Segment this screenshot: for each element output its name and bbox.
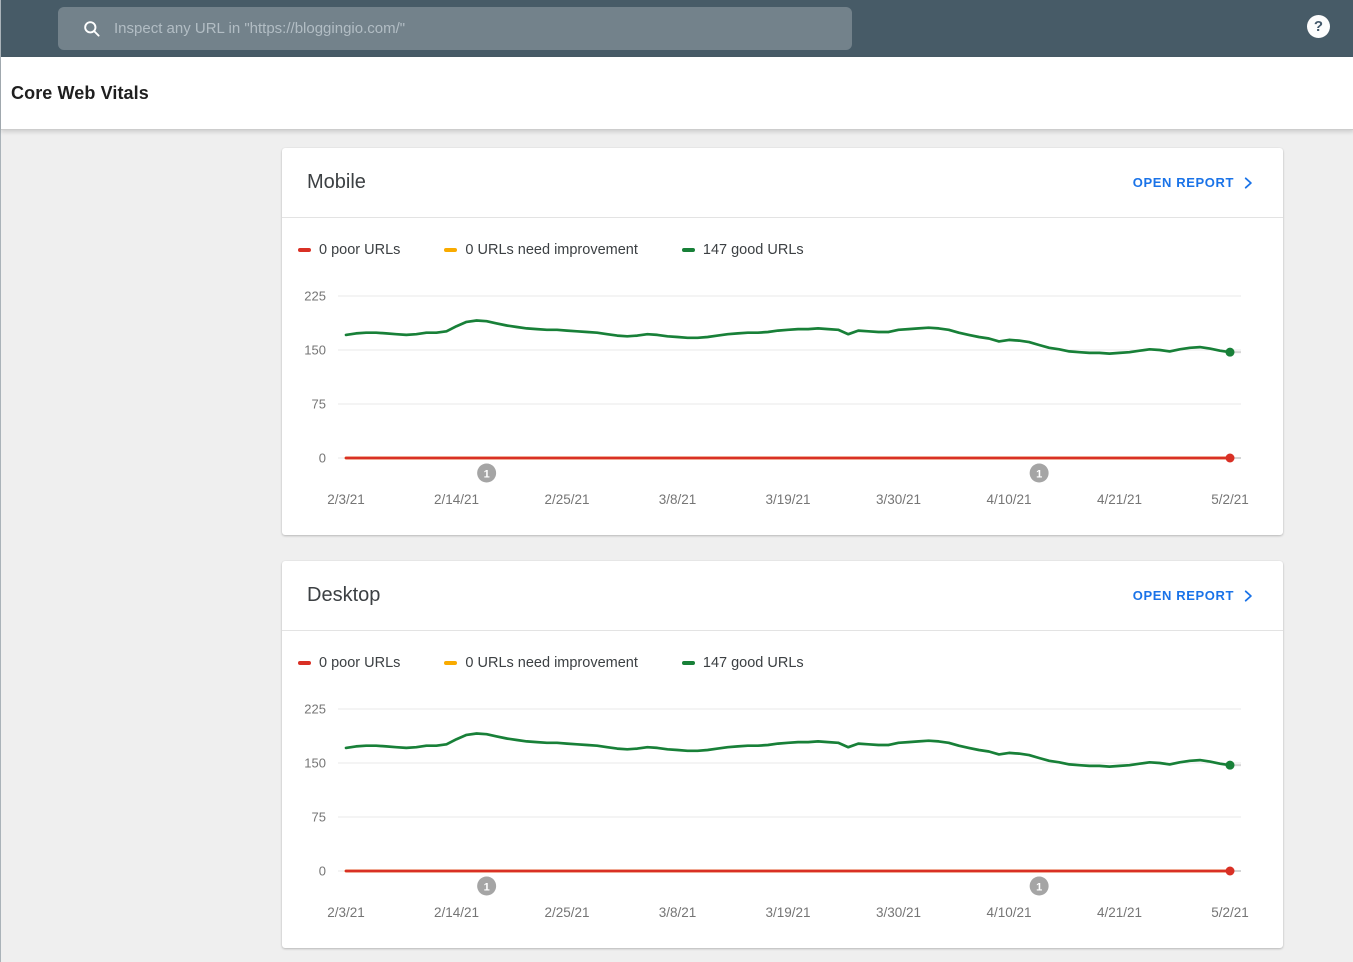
chart-legend-mobile: 0 poor URLs 0 URLs need improvement 147 … [298,236,848,264]
svg-text:0: 0 [319,451,326,466]
desktop-card-header: Desktop OPEN REPORT [282,561,1283,631]
svg-text:1: 1 [484,882,490,894]
poor-series-dash-icon [298,661,311,665]
svg-text:1: 1 [1036,882,1042,894]
legend-label: 147 good URLs [702,655,804,671]
poor-series-dash-icon [298,248,311,252]
help-button[interactable]: ? [1307,15,1330,38]
search-icon [82,19,101,38]
svg-text:75: 75 [312,810,326,825]
svg-text:1: 1 [484,469,490,481]
chevron-right-icon [1244,589,1252,602]
svg-text:4/21/21: 4/21/21 [1097,905,1142,920]
desktop-report-card: Desktop OPEN REPORT 0 poor URLs 0 URLs n… [282,561,1283,948]
svg-text:4/10/21: 4/10/21 [986,492,1031,507]
svg-text:3/30/21: 3/30/21 [876,492,921,507]
svg-text:2/3/21: 2/3/21 [327,905,365,920]
legend-item-need-improvement[interactable]: 0 URLs need improvement [444,242,638,258]
svg-text:3/8/21: 3/8/21 [659,905,697,920]
legend-label: 0 URLs need improvement [465,242,638,258]
core-web-vitals-chart-desktop[interactable]: 0 75 150 225 2/3/21 2/14/21 2/25/21 3/8/21 3/19/… [282,691,1282,931]
svg-text:2/14/21: 2/14/21 [434,492,479,507]
svg-text:3/30/21: 3/30/21 [876,905,921,920]
svg-text:3/19/21: 3/19/21 [765,905,810,920]
svg-text:5/2/21: 5/2/21 [1211,905,1249,920]
svg-text:4/10/21: 4/10/21 [986,905,1031,920]
svg-text:4/21/21: 4/21/21 [1097,492,1142,507]
question-mark-icon: ? [1313,18,1324,35]
legend-item-need-improvement[interactable]: 0 URLs need improvement [444,655,638,671]
svg-text:225: 225 [304,702,326,717]
svg-text:2/3/21: 2/3/21 [327,492,365,507]
svg-text:225: 225 [304,289,326,304]
card-title-desktop: Desktop [307,584,381,606]
page-title: Core Web Vitals [11,82,149,103]
legend-item-good[interactable]: 147 good URLs [681,242,804,258]
legend-label: 147 good URLs [702,242,804,258]
search-input[interactable] [114,20,836,37]
mobile-card-header: Mobile OPEN REPORT [282,148,1283,218]
chart-legend-desktop: 0 poor URLs 0 URLs need improvement 147 … [298,649,848,677]
core-web-vitals-chart-mobile[interactable]: 0 75 150 225 2/3/21 2/14/21 2/25/21 3/8/21 3/19/… [282,278,1282,518]
need-improvement-series-dash-icon [444,661,458,665]
good-series-dash-icon [681,248,695,252]
svg-text:2/14/21: 2/14/21 [434,905,479,920]
card-title-mobile: Mobile [307,171,366,193]
legend-item-poor[interactable]: 0 poor URLs [298,655,400,671]
legend-label: 0 poor URLs [319,655,401,671]
svg-text:3/8/21: 3/8/21 [659,492,697,507]
svg-text:5/2/21: 5/2/21 [1211,492,1249,507]
page-header: Core Web Vitals [1,57,1353,130]
legend-label: 0 poor URLs [319,242,401,258]
legend-item-poor[interactable]: 0 poor URLs [298,242,400,258]
svg-text:3/19/21: 3/19/21 [765,492,810,507]
open-report-link-mobile[interactable]: OPEN REPORT [1133,175,1255,190]
svg-text:2/25/21: 2/25/21 [544,492,589,507]
top-app-bar: ? [1,0,1353,57]
open-report-label: OPEN REPORT [1132,175,1234,190]
svg-text:150: 150 [304,343,326,358]
legend-label: 0 URLs need improvement [465,655,638,671]
legend-item-good[interactable]: 147 good URLs [681,655,804,671]
need-improvement-series-dash-icon [444,248,458,252]
svg-text:75: 75 [312,397,326,412]
open-report-link-desktop[interactable]: OPEN REPORT [1133,588,1255,603]
open-report-label: OPEN REPORT [1132,588,1234,603]
url-inspection-searchbox[interactable] [58,7,852,50]
good-series-dash-icon [681,661,695,665]
svg-text:0: 0 [319,864,326,879]
mobile-report-card: Mobile OPEN REPORT 0 poor URLs 0 URLs ne… [282,148,1283,535]
svg-text:150: 150 [304,756,326,771]
svg-text:1: 1 [1036,469,1042,481]
chevron-right-icon [1244,176,1252,189]
svg-text:2/25/21: 2/25/21 [544,905,589,920]
